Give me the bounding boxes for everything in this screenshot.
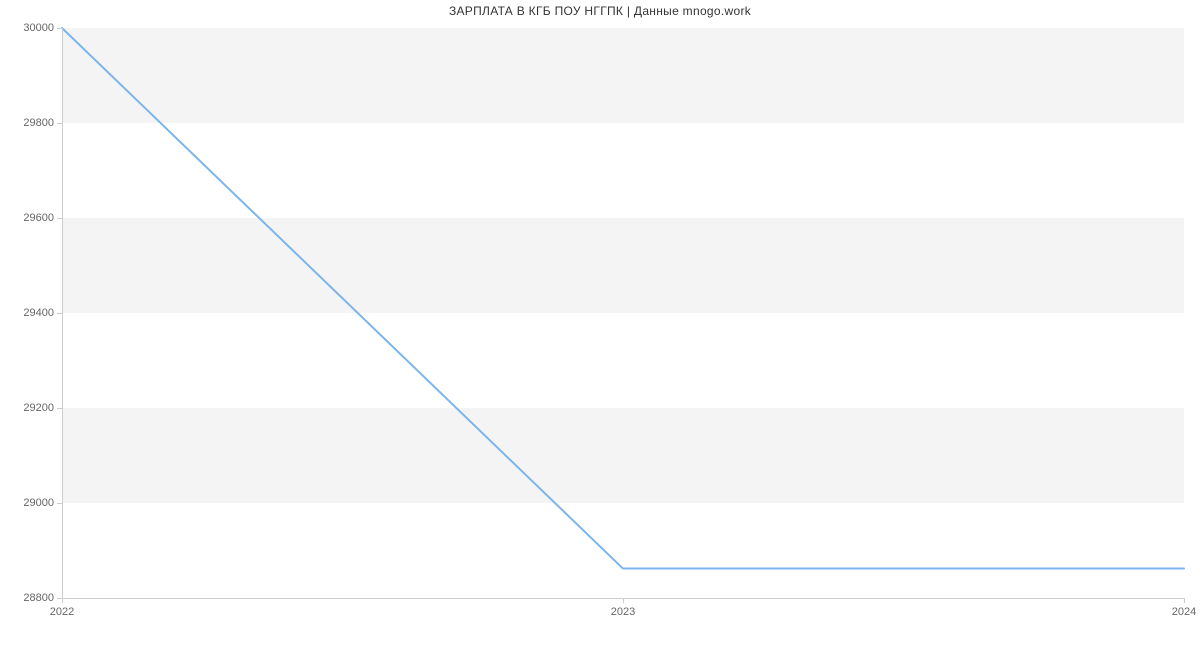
y-tick-label: 29800 [23,117,62,129]
chart-title: ЗАРПЛАТА В КГБ ПОУ НГГПК | Данные mnogo.… [0,4,1200,18]
line-series-layer [62,28,1184,598]
x-tick-label: 2023 [611,598,635,618]
salary-line-chart: ЗАРПЛАТА В КГБ ПОУ НГГПК | Данные mnogo.… [0,0,1200,650]
series-line-salary [62,28,1184,569]
x-axis-line [62,598,1184,599]
y-axis-line [62,28,63,598]
x-tick-label: 2022 [50,598,74,618]
plot-area: 2880029000292002940029600298003000020222… [62,28,1184,598]
x-tick-label: 2024 [1172,598,1196,618]
y-tick-label: 29600 [23,212,62,224]
y-tick-label: 30000 [23,22,62,34]
y-tick-label: 29000 [23,497,62,509]
y-tick-label: 29200 [23,402,62,414]
y-tick-label: 29400 [23,307,62,319]
